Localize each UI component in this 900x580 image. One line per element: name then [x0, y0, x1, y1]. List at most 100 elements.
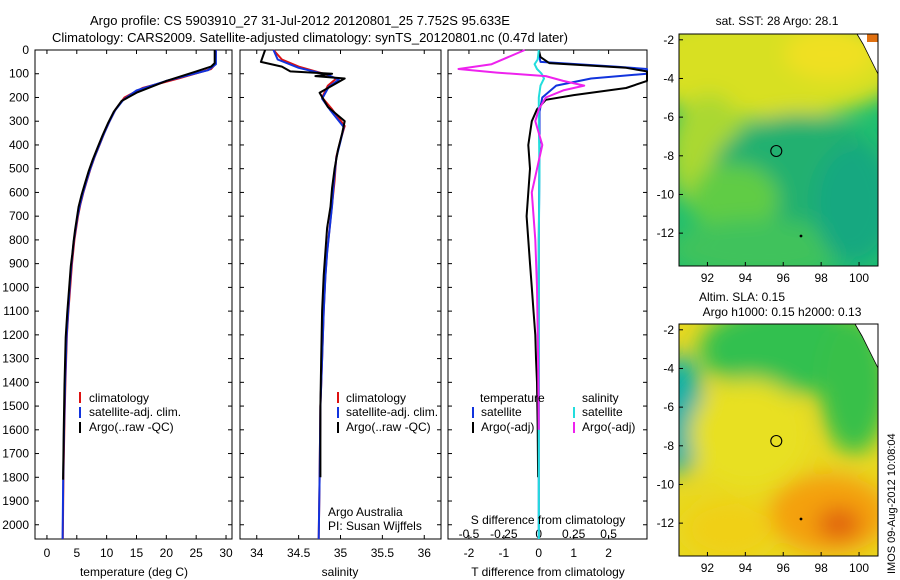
- top-tick-label: 0.5: [600, 527, 617, 541]
- salinity-panel: 34 34.5 35 35.5 36 climatology satellite-adj…: [239, 49, 442, 579]
- difference-legend: temperature satellite Argo(-adj) salinit…: [472, 391, 635, 434]
- salinity-series: [259, 49, 346, 540]
- legend-label-satellite: satellite-adj. clim.: [89, 405, 181, 419]
- map-x-tick-label: 98: [814, 271, 828, 285]
- y-tick-label: 1700: [2, 447, 29, 461]
- sst-yellow-patch: [784, 34, 874, 79]
- sst-teal-right: [814, 144, 878, 264]
- x-tick-label: 34: [250, 546, 264, 560]
- sst-map-frame: [678, 33, 879, 267]
- y-tick-label: 1900: [2, 494, 29, 508]
- legend-label-climatology: climatology: [89, 391, 149, 405]
- y-tick-label: 600: [9, 185, 29, 199]
- x-tick-label: 2: [605, 546, 612, 560]
- sla-map-frame: [678, 323, 879, 557]
- map-y-tick-label: -2: [663, 33, 674, 47]
- map-x-tick-label: 92: [701, 561, 715, 575]
- y-tick-label: 300: [9, 114, 29, 128]
- temperature-panel: 0100200300400500600700800900100011001200…: [2, 43, 233, 579]
- x-tick-label: 1: [570, 546, 577, 560]
- temperature-series: [61, 49, 217, 540]
- y-tick-label: 2000: [2, 518, 29, 532]
- y-tick-label: 1600: [2, 423, 29, 437]
- x-tick-label: 30: [219, 546, 233, 560]
- temperature-x-ticks: 0 5 10 15 20 25 30: [44, 50, 233, 560]
- salinity-legend: climatology satellite-adj. clim. Argo(..…: [337, 391, 438, 434]
- map-y-tick-label: -2: [663, 323, 674, 337]
- map-y-tick-label: -10: [657, 477, 675, 491]
- sla-red-spot: [817, 508, 861, 540]
- y-tick-label: 500: [9, 162, 29, 176]
- y-tick-label: 1800: [2, 470, 29, 484]
- series-line-s-argo-adj: [457, 49, 586, 430]
- map-x-tick-label: 94: [739, 271, 753, 285]
- sst-map-title: sat. SST: 28 Argo: 28.1: [716, 14, 839, 28]
- legend-label-s-argo: Argo(-adj): [582, 420, 635, 434]
- map-x-tick-label: 98: [814, 561, 828, 575]
- top-tick-label: 0.25: [562, 527, 586, 541]
- sla-map-field: [679, 324, 878, 556]
- sla-green-topright: [819, 324, 878, 454]
- salinity-annotation-line1: Argo Australia: [328, 505, 403, 519]
- y-tick-label: 200: [9, 90, 29, 104]
- sla-island-dot: [799, 517, 803, 521]
- y-tick-label: 1000: [2, 280, 29, 294]
- y-tick-label: 0: [22, 43, 29, 57]
- x-tick-label: -2: [464, 546, 475, 560]
- map-x-tick-label: 92: [701, 271, 715, 285]
- map-x-tick-label: 100: [849, 561, 869, 575]
- sst-x-ticks: 92 94 96 98 100: [701, 262, 869, 285]
- map-x-tick-label: 100: [849, 271, 869, 285]
- sla-argo-location-marker: [770, 434, 783, 448]
- x-tick-label: -1: [499, 546, 510, 560]
- legend-label-t-satellite: satellite: [481, 405, 522, 419]
- sla-map-subtitle: Argo h1000: 0.15 h2000: 0.13: [703, 305, 862, 319]
- sst-map-panel: sat. SST: 28 Argo: 28.1 92 94 96 98 100 -2 -4…: [657, 14, 879, 285]
- map-y-tick-label: -6: [663, 400, 674, 414]
- difference-plot-frame: [447, 49, 648, 540]
- y-tick-label: 1400: [2, 375, 29, 389]
- salinity-annotation-line2: PI: Susan Wijffels: [328, 519, 422, 533]
- map-y-tick-label: -12: [657, 226, 675, 240]
- map-y-tick-label: -6: [663, 110, 674, 124]
- salinity-y-ticks: [240, 49, 441, 526]
- sst-coastline: [856, 34, 878, 75]
- x-tick-label: 15: [130, 546, 144, 560]
- sst-argo-location-marker: [770, 144, 783, 158]
- x-tick-label: 34.5: [287, 546, 311, 560]
- sst-warm-mid: [689, 164, 779, 234]
- legend-heading-temperature: temperature: [480, 391, 545, 405]
- y-tick-label: 1500: [2, 399, 29, 413]
- sla-coastline: [854, 324, 878, 369]
- map-y-tick-label: -12: [657, 516, 675, 530]
- series-line-argo-raw-qc: [62, 50, 216, 480]
- legend-label-s-satellite: satellite: [582, 405, 623, 419]
- series-line-argo-raw-qc: [259, 49, 346, 478]
- imos-timestamp: IMOS 09-Aug-2012 10:08:04: [886, 433, 898, 574]
- sla-x-ticks: 92 94 96 98 100: [701, 552, 869, 575]
- x-tick-label: 0: [44, 546, 51, 560]
- figure-title-line1: Argo profile: CS 5903910_27 31-Jul-2012 …: [90, 13, 510, 28]
- legend-label-satellite: satellite-adj. clim.: [346, 405, 438, 419]
- series-line-t-argo-adj: [525, 49, 648, 478]
- sst-missing-corner: [867, 34, 878, 42]
- sst-y-ticks: -2 -4 -6 -8 -10 -12: [657, 33, 683, 240]
- difference-x-axis-label: T difference from climatology: [471, 565, 625, 579]
- figure-title-line2: Climatology: CARS2009. Satellite-adjuste…: [52, 30, 568, 45]
- map-y-tick-label: -8: [663, 149, 674, 163]
- y-tick-label: 100: [9, 67, 29, 81]
- map-x-tick-label: 96: [777, 561, 791, 575]
- legend-label-t-argo: Argo(-adj): [481, 420, 534, 434]
- map-x-tick-label: 96: [777, 271, 791, 285]
- x-tick-label: 20: [160, 546, 174, 560]
- x-tick-label: 5: [73, 546, 80, 560]
- map-x-tick-label: 94: [739, 561, 753, 575]
- sla-y-ticks: -2 -4 -6 -8 -10 -12: [657, 323, 683, 530]
- sst-map-field: [679, 34, 878, 266]
- difference-x-ticks: -2 -1 0 1 2: [464, 50, 612, 560]
- legend-label-climatology: climatology: [346, 391, 406, 405]
- sla-yellow-mid: [689, 379, 809, 489]
- temperature-x-axis-label: temperature (deg C): [80, 565, 188, 579]
- difference-series: [457, 49, 648, 539]
